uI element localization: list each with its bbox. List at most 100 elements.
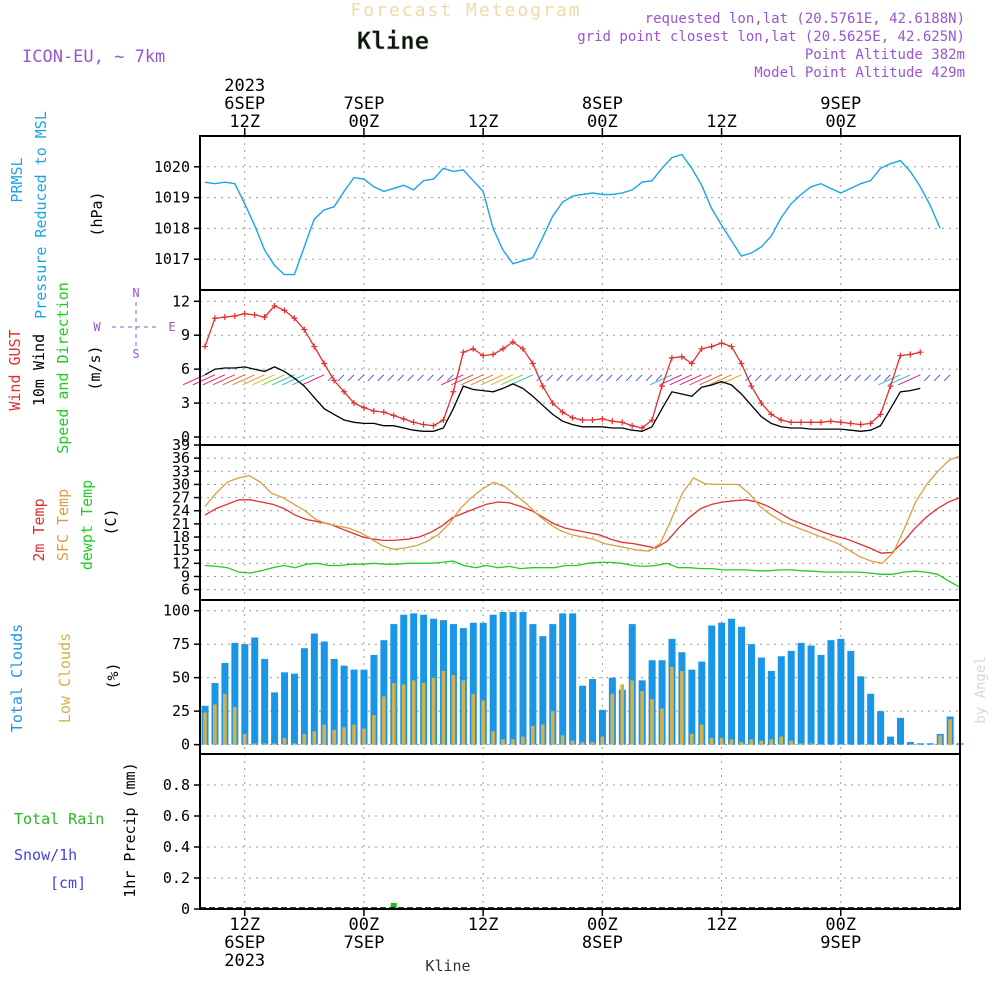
total-cloud-bar <box>728 618 736 745</box>
wind-direction-arrow <box>460 374 484 386</box>
rain-bar <box>390 902 397 909</box>
compass-w: W <box>93 320 101 334</box>
wind-gust-point <box>708 343 715 350</box>
low-cloud-bar <box>531 725 535 745</box>
bottom-time-hour: 12Z <box>706 915 737 935</box>
wind-direction-arrow <box>804 374 812 382</box>
wind-direction-arrow <box>576 374 583 382</box>
wind-gust-point <box>539 383 546 390</box>
total-cloud-bar <box>658 660 666 745</box>
wind-gust-point <box>400 415 407 422</box>
low-cloud-bar <box>560 735 565 745</box>
wind-direction-arrow <box>923 374 931 382</box>
wind-gust-point <box>291 315 298 322</box>
chart-title: Forecast Meteogram <box>350 0 581 21</box>
credit: by Angel <box>973 656 989 723</box>
low-cloud-bar <box>660 708 664 745</box>
wind-gust-point <box>599 415 606 422</box>
wind-gust-point <box>688 360 695 367</box>
y-tick-label: 9 <box>181 326 190 344</box>
panel-frame <box>199 753 961 910</box>
wind-direction-arrow <box>884 374 891 382</box>
low-cloud-bar <box>650 699 654 745</box>
total-cloud-bar <box>877 711 885 745</box>
low-cloud-bar <box>491 731 495 745</box>
total-cloud-bar <box>569 613 577 745</box>
temp-label-sfc: SFC Temp <box>54 489 72 561</box>
wind-gust-point <box>847 420 854 427</box>
wind-speed-line <box>204 366 921 432</box>
wind-direction-arrow <box>202 374 226 386</box>
total-cloud-bar <box>797 642 805 745</box>
low-cloud-bar <box>431 677 436 745</box>
wind-gust-point <box>748 383 755 390</box>
wind-direction-arrow <box>397 374 405 382</box>
total-cloud-bar <box>360 669 368 745</box>
low-cloud-bar <box>451 674 456 745</box>
y-tick-label: 18 <box>172 528 190 546</box>
low-cloud-bar <box>680 670 684 745</box>
y-tick-label: 0 <box>181 736 190 754</box>
wind-gust-point <box>718 340 725 347</box>
wind-gust-point <box>917 349 924 356</box>
wind-gust-point <box>658 383 665 390</box>
y-tick-label: 1018 <box>154 219 190 237</box>
top-time-year: 2023 <box>224 76 265 96</box>
clouds-panel: 0 25 50 75 100 Total Clouds Low Clouds (%) <box>8 599 964 755</box>
wind-label-gust: Wind GUST <box>6 329 24 410</box>
total-cloud-bar <box>698 661 706 745</box>
total-cloud-bar <box>251 637 259 745</box>
wind-direction-arrow <box>510 374 534 386</box>
top-time-hour: 12Z <box>229 112 260 132</box>
low-cloud-bar <box>799 743 803 745</box>
wind-gust-point <box>827 418 834 425</box>
low-cloud-bar <box>282 737 287 745</box>
total-cloud-bar <box>310 633 318 745</box>
temp-label-dewpt: dewpt Temp <box>78 480 96 570</box>
low-cloud-bar <box>352 724 356 745</box>
wind-gust-point <box>549 400 556 407</box>
wind-gust-point <box>579 417 586 424</box>
low-cloud-bar <box>262 743 267 745</box>
low-cloud-bar <box>948 719 952 745</box>
wind-direction-arrow <box>689 374 712 386</box>
wind-label-dir: Speed and Direction <box>54 282 72 454</box>
wind-direction-arrow <box>182 374 206 386</box>
y-tick-label: 0.6 <box>163 807 190 825</box>
model-name: ICON-EU, ~ 7km <box>22 47 165 67</box>
clouds-label-total: Total Clouds <box>8 624 26 732</box>
wind-gust-point <box>758 400 765 407</box>
low-cloud-bar <box>938 735 942 745</box>
clouds-unit: (%) <box>104 662 122 689</box>
wind-direction-arrow <box>605 374 613 382</box>
bottom-time-hour: 12Z <box>468 915 499 935</box>
top-time-hour: 12Z <box>468 112 499 132</box>
low-cloud-bar <box>511 739 515 745</box>
low-cloud-bar <box>600 736 605 745</box>
wind-gust-point <box>698 345 705 352</box>
wind-direction-arrow <box>794 374 802 382</box>
low-cloud-bar <box>441 670 446 745</box>
low-cloud-bar <box>391 683 396 745</box>
total-cloud-bar <box>380 640 388 745</box>
wind-direction-arrow <box>864 374 871 382</box>
y-tick-label: 0.4 <box>163 838 190 856</box>
wind-gust-point <box>500 345 507 352</box>
top-time-hour: 12Z <box>706 112 737 132</box>
requested-coords: requested lon,lat (20.5761E, 42.6188N) <box>645 11 965 27</box>
wind-gust-point <box>768 411 775 418</box>
low-cloud-bar <box>213 704 217 745</box>
wind-direction-arrow <box>556 374 563 382</box>
top-time-date: 7SEP <box>343 94 384 114</box>
wind-direction-arrow <box>232 374 255 386</box>
low-cloud-bar <box>242 733 247 745</box>
total-cloud-bar <box>370 654 378 745</box>
wind-gust-point <box>480 352 487 359</box>
total-cloud-bar <box>529 624 537 745</box>
y-tick-label: 12 <box>172 292 190 310</box>
wind-direction-arrow <box>898 374 921 386</box>
grid-point-coords: grid point closest lon,lat (20.5625E, 42… <box>577 29 965 45</box>
y-tick-label: 100 <box>163 602 190 620</box>
low-cloud-bar <box>342 727 346 745</box>
total-cloud-bar <box>290 673 298 745</box>
